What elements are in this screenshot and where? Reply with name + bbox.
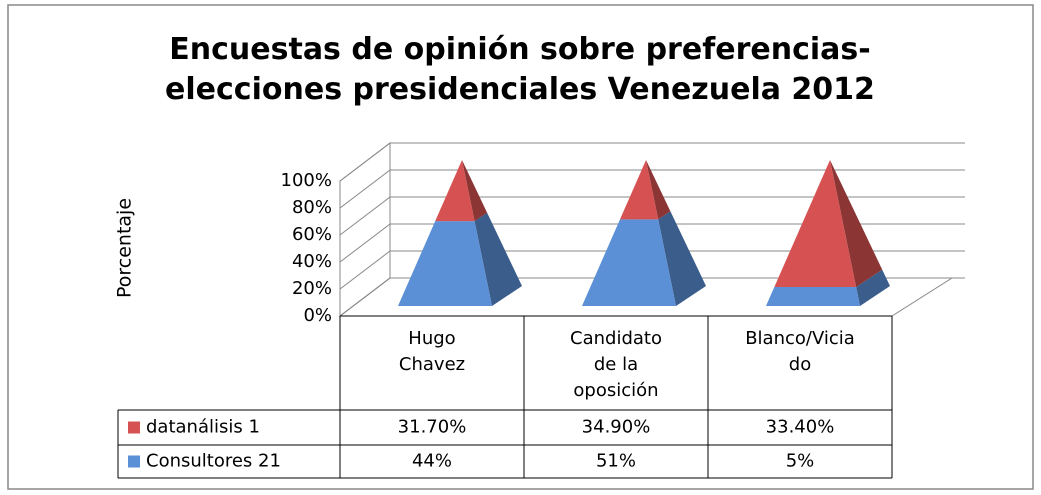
pyramid-side (462, 160, 488, 222)
pyramid-side (856, 269, 890, 306)
y-axis-label: Porcentaje (114, 198, 136, 298)
legend-key (128, 455, 140, 468)
legend-key (128, 421, 140, 434)
table-value: 33.40% (766, 417, 835, 438)
x-tick-label: Blanco/Viciado (745, 328, 855, 375)
table-value: 5% (786, 451, 815, 472)
pyramid-side (658, 211, 706, 306)
y-tick-label: 0% (303, 305, 332, 326)
y-tick-label: 100% (281, 170, 332, 191)
legend-label: datanálisis 1 (146, 417, 260, 438)
pyramid-front (435, 160, 475, 222)
legend-label: Consultores 21 (146, 451, 281, 472)
x-tick-label-box: Hugo Chavez (398, 328, 466, 375)
table-value: 31.70% (398, 417, 467, 438)
pyramid-front (582, 219, 676, 306)
grid-line (339, 142, 965, 182)
y-tick-label: 20% (292, 278, 332, 299)
pyramid-front (766, 286, 860, 306)
table-value: 51% (596, 451, 636, 472)
chart-title: Encuestas de opinión sobre preferencias-… (165, 32, 875, 107)
x-tick-label: Candidato de la oposición (570, 328, 662, 401)
x-tick-label-box: Candidato de la oposición (570, 328, 662, 401)
y-tick-label: 80% (292, 197, 332, 218)
pyramid-side (474, 212, 522, 306)
grid-line (339, 196, 965, 236)
grid-line (339, 169, 965, 209)
table-value: 34.90% (582, 417, 651, 438)
table-value: 44% (412, 451, 452, 472)
pyramid-front (398, 221, 492, 306)
x-tick-label: Hugo Chavez (398, 328, 466, 375)
grid-line (339, 223, 965, 263)
pyramid-side (830, 160, 883, 287)
pyramid-front (619, 160, 659, 220)
grid-line (339, 277, 965, 317)
y-tick-label: 60% (292, 224, 332, 245)
pyramid-side (646, 160, 671, 220)
grid-line (339, 250, 965, 290)
y-tick-label: 40% (292, 251, 332, 272)
x-tick-label-box: Blanco/Viciado (745, 328, 855, 375)
pyramid-front (774, 160, 857, 287)
